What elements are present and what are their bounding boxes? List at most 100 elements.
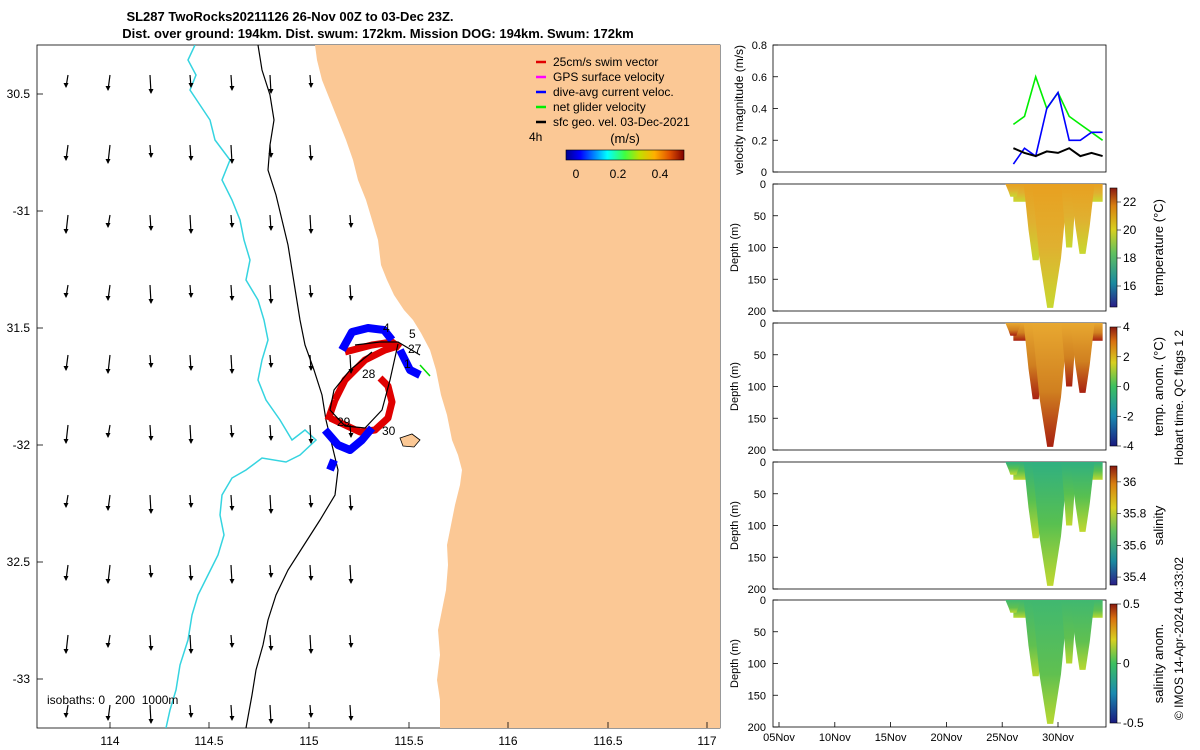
velocity-series-line	[1013, 147, 1103, 158]
velocity-arrow-head	[268, 363, 274, 368]
colorbar-tick-label: 35.6	[1123, 538, 1147, 552]
velocity-arrow-head	[348, 506, 354, 511]
map-y-tick-label: -33	[13, 672, 31, 686]
colorbar-sal_anom	[1109, 603, 1118, 724]
velocity-arrow-head	[148, 363, 154, 368]
qc-flags-text: Hobart time. QC flags 1 2	[1172, 330, 1186, 466]
velocity-arrow-head	[63, 156, 69, 161]
velocity-arrow-head	[308, 439, 314, 444]
colorbar-tick-label: 0	[1123, 380, 1130, 394]
colorbar-label-sal_anom: salinity anom.	[1151, 624, 1166, 703]
glider-track	[321, 324, 431, 472]
velocity-arrow-head	[348, 643, 354, 648]
day-label-29: 29	[337, 415, 351, 429]
velocity-arrow-head	[188, 156, 194, 161]
legend-label: dive-avg current veloc.	[553, 85, 674, 99]
map-y-tick-label: 32.5	[7, 555, 31, 569]
velocity-arrow-head	[63, 439, 69, 444]
colorbar-tick-label: -2	[1123, 409, 1134, 423]
time-x-tick-label: 05Nov	[763, 732, 795, 744]
map-x-tick-label: 115	[299, 734, 318, 748]
velocity-arrow-head	[308, 83, 314, 88]
velocity-arrow-head	[148, 573, 154, 578]
velocity-arrow-head	[268, 646, 274, 651]
depth-axis-label: Depth (m)	[729, 639, 741, 688]
depth-tick-label: 100	[748, 243, 766, 255]
depth-tick-label: 100	[748, 382, 766, 394]
velocity-arrow-head	[105, 716, 111, 721]
velocity-arrow-head	[308, 156, 314, 161]
velocity-arrow-head	[268, 719, 274, 724]
day-label-5: 5	[409, 327, 416, 341]
velocity-arrow-head	[105, 296, 111, 301]
colorbar-tick-label: 16	[1123, 279, 1137, 293]
velocity-series-line	[1012, 90, 1103, 165]
depth-tick-label: 200	[748, 722, 766, 734]
title-line1: SL287 TwoRocks20211126 26-Nov 00Z to 03-…	[126, 9, 453, 24]
depth-axis-label: Depth (m)	[729, 362, 741, 411]
depth-tick-label: 0	[760, 595, 766, 607]
legend-label: net glider velocity	[553, 100, 646, 114]
profile-dive	[1005, 323, 1022, 336]
velocity-arrow-head	[229, 506, 235, 511]
velocity-arrow-head	[229, 643, 235, 648]
velocity-arrow-head	[229, 369, 235, 374]
velocity-panel: velocity magnitude (m/s) 0 0.2 0.4 0.6 0.8	[732, 40, 1107, 179]
velocity-arrow-head	[268, 153, 274, 158]
glider-path	[329, 341, 421, 429]
profile-dive	[1032, 323, 1069, 447]
legend-label: 25cm/s swim vector	[553, 55, 658, 69]
depth-tick-label: 50	[754, 627, 766, 639]
velocity-arrow-head	[348, 223, 354, 228]
velocity-arrow-head	[308, 503, 314, 508]
velocity-arrow-head	[308, 649, 314, 654]
depth-tick-label: 50	[754, 350, 766, 362]
velocity-arrow-head	[348, 433, 354, 438]
velocity-arrow-head	[63, 649, 69, 654]
profile-dive	[1032, 184, 1069, 308]
profile-panel-sal_anom: 0.5 0 -0.5 salinity anom. 0 50 100 150 200 Depth …	[729, 595, 1166, 734]
velocity-arrow-head	[308, 293, 314, 298]
velocity-arrow-head	[105, 86, 111, 91]
velocity-arrow-head	[268, 226, 274, 231]
velocity-arrow-head	[229, 86, 235, 91]
velocity-arrow-head	[105, 159, 111, 164]
velocity-arrow-head	[148, 226, 154, 231]
depth-tick-label: 200	[748, 306, 766, 318]
velocity-arrow-head	[348, 716, 354, 721]
colorbar-temp_anom	[1109, 326, 1118, 447]
velocity-arrow-head	[229, 159, 235, 164]
depth-tick-label: 200	[748, 584, 766, 596]
velocity-arrow-head	[308, 229, 314, 234]
velocity-arrow-head	[105, 433, 111, 438]
depth-axis-label: Depth (m)	[729, 223, 741, 272]
velocity-arrow-head	[268, 573, 274, 578]
time-x-axis: 05Nov 10Nov 15Nov 20Nov 25Nov 30Nov	[763, 722, 1074, 744]
velocity-arrow-head	[188, 439, 194, 444]
isobath-200	[245, 45, 339, 728]
depth-axis-label: Depth (m)	[729, 501, 741, 550]
time-x-tick-label: 20Nov	[931, 732, 963, 744]
map-panel: 4 5 27 28 1 29 30 25cm/s swim vectorGPS …	[7, 44, 721, 748]
colorbar-tick-label: 22	[1123, 195, 1137, 209]
colorbar-temperature	[1109, 187, 1118, 308]
profile-panel-salinity: 36 35.8 35.6 35.4 salinity 0 50 100 150 200 Depth …	[729, 457, 1166, 596]
velocity-arrow-head	[105, 223, 111, 228]
day-label-1: 1	[404, 357, 411, 371]
profile-dive	[1005, 184, 1022, 197]
velocity-arrow-head	[63, 83, 69, 88]
velocity-arrow-head	[148, 646, 154, 651]
profile-panel-temperature: 22 20 18 16 temperature (°C) 0 50 100 150 200 Dept…	[729, 179, 1166, 318]
swim-vector-band	[324, 338, 403, 436]
velocity-arrow-head	[105, 643, 111, 648]
isobath-1000	[165, 45, 318, 728]
net-glider-line	[419, 364, 431, 377]
velocity-arrow-head	[188, 649, 194, 654]
colorbar-tick-02: 0.2	[610, 167, 627, 181]
velocity-arrow-head	[105, 579, 111, 584]
depth-tick-label: 50	[754, 489, 766, 501]
map-x-axis: 114 114.5 115 115.5 116 116.5 117	[100, 722, 717, 748]
depth-tick-label: 150	[748, 274, 766, 286]
